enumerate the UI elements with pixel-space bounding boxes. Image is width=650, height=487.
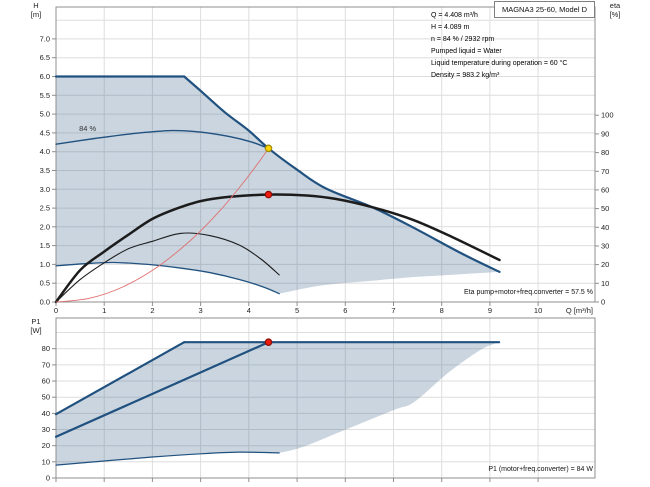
tick-label: 30: [601, 242, 609, 251]
tick-label: 70: [601, 167, 609, 176]
tick-label: 0: [46, 474, 50, 483]
duty-info-line: n = 84 % / 2932 rpm: [431, 36, 495, 43]
qh-84pct-speed-curve-label: 84 %: [79, 124, 96, 133]
tick-label: 60: [601, 185, 609, 194]
h-axis-title: H [m]: [30, 1, 42, 19]
eta-secondary-curve: [55, 232, 280, 303]
p1-power-chart-envelope-region: [56, 342, 500, 466]
p1-duty-point[interactable]: [264, 338, 273, 347]
tick-label: 0: [601, 298, 605, 307]
tick-label: 20: [42, 441, 50, 450]
tick-label: 90: [601, 129, 609, 138]
tick-label: 10: [601, 279, 609, 288]
tick-label: 100: [601, 111, 614, 120]
tick-label: 80: [42, 344, 50, 353]
x-axis-title: Q [m³/h]: [566, 306, 593, 315]
tick-label: 0: [54, 306, 58, 315]
tick-label: 7.0: [40, 34, 50, 43]
tick-label: 70: [42, 360, 50, 369]
tick-label: 6.0: [40, 72, 50, 81]
tick-label: 6: [343, 306, 347, 315]
tick-label: 60: [42, 377, 50, 386]
tick-label: 40: [42, 409, 50, 418]
p1-result-label: P1 (motor+freq.converter) = 84 W: [488, 466, 593, 473]
eta-total-curve: [54, 193, 501, 304]
qh-min-speed-curve: [55, 261, 280, 295]
qh-84pct-speed-curve: [55, 129, 270, 149]
qh-curve-chart-envelope-region: [56, 76, 500, 294]
duty-info-line: Q = 4.408 m³/h: [431, 12, 478, 19]
tick-label: 5: [295, 306, 299, 315]
tick-label: 8: [440, 306, 444, 315]
pump-model-title: MAGNA3 25-60, Model D: [494, 1, 595, 18]
tick-label: 5.0: [40, 110, 50, 119]
tick-label: 3.0: [40, 185, 50, 194]
qh-max-speed-curve: [183, 75, 501, 273]
tick-label: 0.5: [40, 279, 50, 288]
p1-control-line: [54, 341, 270, 438]
tick-label: 5.5: [40, 91, 50, 100]
tick-label: 1.0: [40, 260, 50, 269]
tick-label: 3.5: [40, 166, 50, 175]
p1-axis-title: P1 [W]: [30, 317, 42, 335]
duty-info-block: Q = 4.408 m³/h H = 4.089 m n = 84 % / 29…: [431, 10, 567, 82]
tick-label: 80: [601, 148, 609, 157]
duty-info-line: Density = 983.2 kg/m³: [431, 72, 500, 79]
eta-result-label: Eta pump+motor+freq.converter = 57.5 %: [464, 289, 593, 296]
tick-label: 4: [247, 306, 251, 315]
tick-label: 40: [601, 223, 609, 232]
tick-label: 10: [42, 457, 50, 466]
duty-info-line: Liquid temperature during operation = 60…: [431, 60, 568, 67]
tick-label: 4.0: [40, 147, 50, 156]
plot-border: [55, 317, 596, 479]
tick-label: 6.5: [40, 53, 50, 62]
tick-label: 20: [601, 260, 609, 269]
plot-border: [55, 6, 596, 303]
duty-info-line: Pumped liquid = Water: [431, 48, 502, 55]
duty-point[interactable]: [264, 144, 273, 153]
eta-duty-point[interactable]: [264, 190, 273, 199]
tick-label: 50: [601, 204, 609, 213]
system-curve: [55, 147, 269, 303]
tick-label: 10: [534, 306, 542, 315]
tick-label: 9: [488, 306, 492, 315]
tick-label: 2.0: [40, 222, 50, 231]
p1-min-curve: [55, 451, 280, 466]
duty-info-line: H = 4.089 m: [431, 24, 470, 31]
eta-axis-title: eta [%]: [609, 1, 621, 19]
tick-label: 1.5: [40, 241, 50, 250]
tick-label: 3: [199, 306, 203, 315]
p1-max-rise: [54, 341, 186, 416]
tick-label: 4.5: [40, 128, 50, 137]
tick-label: 2: [150, 306, 154, 315]
tick-label: 50: [42, 393, 50, 402]
tick-label: 2.5: [40, 204, 50, 213]
tick-label: 7: [391, 306, 395, 315]
tick-label: 30: [42, 425, 50, 434]
tick-label: 0.0: [40, 298, 50, 307]
tick-label: 1: [102, 306, 106, 315]
